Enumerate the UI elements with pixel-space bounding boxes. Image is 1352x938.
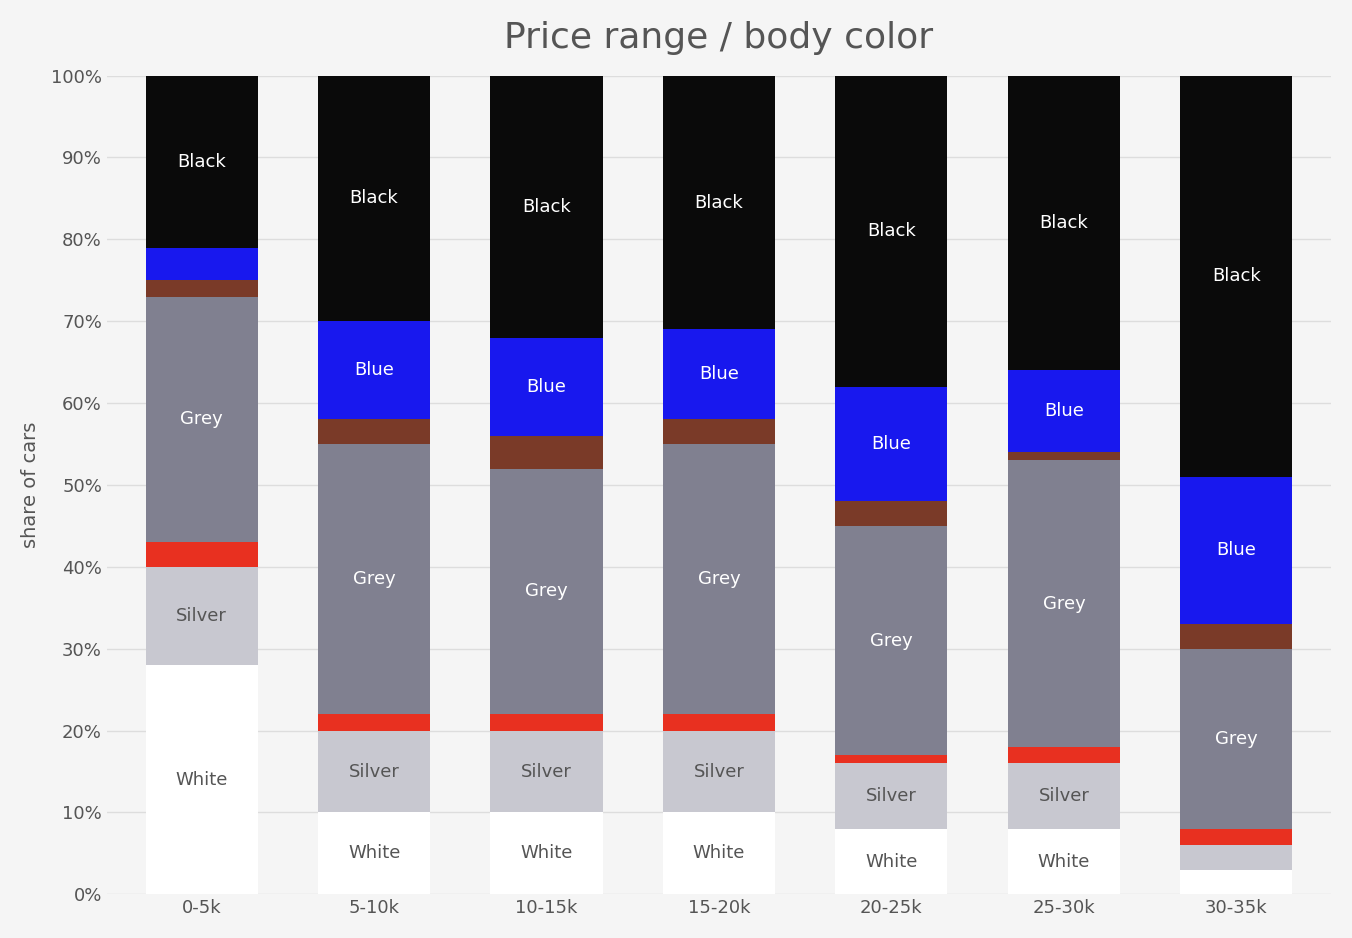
Bar: [1007, 764, 1119, 829]
Text: Blue: Blue: [1044, 402, 1084, 420]
Text: White: White: [521, 844, 573, 862]
Bar: [146, 280, 258, 296]
Bar: [491, 338, 603, 436]
Text: Grey: Grey: [525, 582, 568, 600]
Text: Black: Black: [867, 222, 915, 240]
Bar: [318, 731, 430, 812]
Bar: [491, 436, 603, 469]
Bar: [662, 714, 775, 731]
Bar: [1007, 747, 1119, 764]
Bar: [662, 419, 775, 444]
Text: Silver: Silver: [867, 787, 917, 805]
Bar: [836, 386, 948, 501]
Bar: [662, 444, 775, 714]
Bar: [146, 665, 258, 894]
Bar: [491, 469, 603, 714]
Bar: [1180, 829, 1293, 845]
Bar: [491, 714, 603, 731]
Text: Black: Black: [695, 193, 744, 211]
Bar: [1180, 624, 1293, 649]
Text: Blue: Blue: [526, 378, 566, 396]
Text: Silver: Silver: [349, 763, 400, 780]
Bar: [318, 76, 430, 321]
Bar: [836, 829, 948, 894]
Bar: [1007, 76, 1119, 371]
Title: Price range / body color: Price range / body color: [504, 21, 933, 54]
Bar: [1007, 452, 1119, 461]
Text: Grey: Grey: [353, 570, 396, 588]
Bar: [836, 501, 948, 526]
Bar: [146, 296, 258, 542]
Text: White: White: [347, 844, 400, 862]
Bar: [1180, 845, 1293, 870]
Text: Blue: Blue: [354, 361, 393, 379]
Bar: [662, 76, 775, 329]
Text: Black: Black: [177, 153, 226, 171]
Bar: [662, 731, 775, 812]
Bar: [662, 329, 775, 419]
Bar: [836, 526, 948, 755]
Bar: [836, 764, 948, 829]
Text: Silver: Silver: [1038, 787, 1090, 805]
Bar: [146, 567, 258, 665]
Bar: [318, 321, 430, 419]
Text: Grey: Grey: [1042, 595, 1086, 613]
Bar: [318, 714, 430, 731]
Bar: [146, 542, 258, 567]
Bar: [491, 731, 603, 812]
Text: Black: Black: [522, 198, 571, 216]
Bar: [1007, 371, 1119, 452]
Bar: [318, 419, 430, 444]
Bar: [1180, 76, 1293, 477]
Bar: [146, 76, 258, 248]
Text: Grey: Grey: [1215, 730, 1257, 748]
Text: Grey: Grey: [180, 411, 223, 429]
Text: White: White: [176, 771, 228, 789]
Text: Black: Black: [1211, 267, 1260, 285]
Text: White: White: [1038, 853, 1090, 870]
Bar: [146, 248, 258, 280]
Text: White: White: [692, 844, 745, 862]
Text: Black: Black: [350, 189, 399, 207]
Text: Black: Black: [1040, 214, 1088, 232]
Bar: [491, 812, 603, 894]
Bar: [1007, 461, 1119, 747]
Bar: [662, 812, 775, 894]
Text: Silver: Silver: [521, 763, 572, 780]
Text: Blue: Blue: [872, 435, 911, 453]
Y-axis label: share of cars: share of cars: [20, 422, 39, 548]
Bar: [836, 76, 948, 386]
Text: Blue: Blue: [1217, 541, 1256, 559]
Bar: [1180, 870, 1293, 894]
Text: Grey: Grey: [871, 631, 913, 649]
Text: Blue: Blue: [699, 366, 740, 384]
Text: Silver: Silver: [176, 607, 227, 625]
Text: White: White: [865, 853, 918, 870]
Bar: [318, 444, 430, 714]
Bar: [1180, 649, 1293, 829]
Text: Silver: Silver: [694, 763, 745, 780]
Bar: [318, 812, 430, 894]
Bar: [836, 755, 948, 764]
Bar: [491, 76, 603, 338]
Bar: [1007, 829, 1119, 894]
Text: Grey: Grey: [698, 570, 741, 588]
Bar: [1180, 477, 1293, 624]
